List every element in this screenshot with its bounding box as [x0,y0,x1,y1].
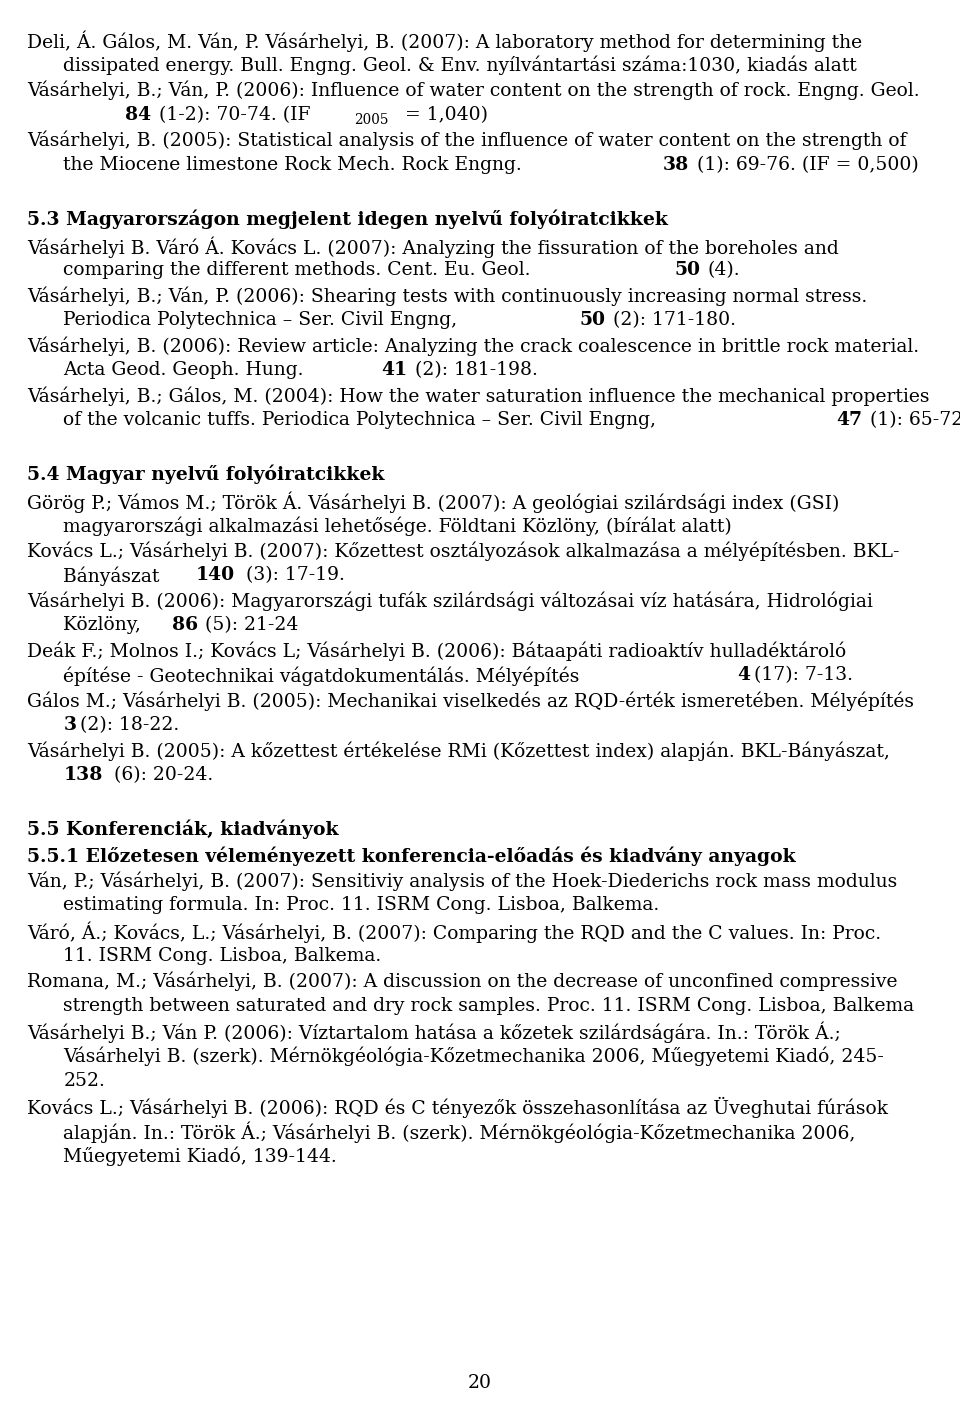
Text: strength between saturated and dry rock samples. Proc. 11. ISRM Cong. Lisboa, Ba: strength between saturated and dry rock … [63,996,915,1014]
Text: Vásárhelyi B. Váró Á. Kovács L. (2007): Analyzing the fissuration of the borehol: Vásárhelyi B. Váró Á. Kovács L. (2007): … [27,236,839,257]
Text: 20: 20 [468,1374,492,1392]
Text: (1): 69-76. (IF = 0,500): (1): 69-76. (IF = 0,500) [697,156,919,174]
Text: (17): 7-13.: (17): 7-13. [755,666,853,684]
Text: Romana, M.; Vásárhelyi, B. (2007): A discussion on the decrease of unconfined co: Romana, M.; Vásárhelyi, B. (2007): A dis… [27,971,898,991]
Text: 5.5.1 Előzetesen véleményezett konferencia-előadás és kiadvány anyagok: 5.5.1 Előzetesen véleményezett konferenc… [27,846,796,865]
Text: of the volcanic tuffs. Periodica Polytechnica – Ser. Civil Engng,: of the volcanic tuffs. Periodica Polytec… [63,412,662,429]
Text: dissipated energy. Bull. Engng. Geol. & Env. nyílvántartási száma:1030, kiadás a: dissipated energy. Bull. Engng. Geol. & … [63,56,857,76]
Text: magyarországi alkalmazási lehetősége. Földtani Közlöny, (bírálat alatt): magyarországi alkalmazási lehetősége. Fö… [63,516,732,535]
Text: Vásárhelyi, B.; Ván, P. (2006): Influence of water content on the strength of ro: Vásárhelyi, B.; Ván, P. (2006): Influenc… [27,81,920,100]
Text: Deák F.; Molnos I.; Kovács L; Vásárhelyi B. (2006): Bátaapáti radioaktív hulladé: Deák F.; Molnos I.; Kovács L; Vásárhelyi… [27,641,846,660]
Text: Görög P.; Vámos M.; Török Á. Vásárhelyi B. (2007): A geológiai szilárdsági index: Görög P.; Vámos M.; Török Á. Vásárhelyi … [27,492,839,513]
Text: 41: 41 [381,361,408,379]
Text: Vásárhelyi B. (2005): A kőzettest értékelése RMi (Kőzettest index) alapján. BKL-: Vásárhelyi B. (2005): A kőzettest értéke… [27,742,890,762]
Text: Deli, Á. Gálos, M. Ván, P. Vásárhelyi, B. (2007): A laboratory method for determ: Deli, Á. Gálos, M. Ván, P. Vásárhelyi, B… [27,31,862,52]
Text: (1): 65-72.: (1): 65-72. [870,412,960,429]
Text: 2005: 2005 [354,114,389,128]
Text: (2): 171-180.: (2): 171-180. [613,311,736,329]
Text: (2): 181-198.: (2): 181-198. [415,361,538,379]
Text: 5.3 Magyarországon megjelent idegen nyelvű folyóiratcikkek: 5.3 Magyarországon megjelent idegen nyel… [27,209,668,229]
Text: Gálos M.; Vásárhelyi B. (2005): Mechanikai viselkedés az RQD-érték ismeretében. : Gálos M.; Vásárhelyi B. (2005): Mechanik… [27,691,914,711]
Text: 47: 47 [836,412,862,429]
Text: Periodica Polytechnica – Ser. Civil Engng,: Periodica Polytechnica – Ser. Civil Engn… [63,311,464,329]
Text: 50: 50 [674,261,701,280]
Text: Vásárhelyi B. (2006): Magyarországi tufák szilárdsági változásai víz hatására, H: Vásárhelyi B. (2006): Magyarországi tufá… [27,592,873,611]
Text: 5.4 Magyar nyelvű folyóiratcikkek: 5.4 Magyar nyelvű folyóiratcikkek [27,464,384,483]
Text: Váró, Á.; Kovács, L.; Vásárhelyi, B. (2007): Comparing the RQD and the C values.: Váró, Á.; Kovács, L.; Vásárhelyi, B. (20… [27,922,881,943]
Text: 3: 3 [63,717,77,735]
Text: 138: 138 [63,766,103,784]
Text: építése - Geotechnikai vágatdokumentálás. Mélyépítés: építése - Geotechnikai vágatdokumentálás… [63,666,586,686]
Text: 84: 84 [126,105,152,124]
Text: Vásárhelyi, B. (2006): Review article: Analyzing the crack coalescence in brittl: Vásárhelyi, B. (2006): Review article: A… [27,336,919,355]
Text: alapján. In.: Török Á.; Vásárhelyi B. (szerk). Mérnökgéológia-Kőzetmechanika 200: alapján. In.: Török Á.; Vásárhelyi B. (s… [63,1121,855,1144]
Text: Acta Geod. Geoph. Hung.: Acta Geod. Geoph. Hung. [63,361,310,379]
Text: 140: 140 [196,566,234,584]
Text: 4: 4 [737,666,751,684]
Text: Közlöny,: Közlöny, [63,617,147,634]
Text: Műegyetemi Kiadó, 139-144.: Műegyetemi Kiadó, 139-144. [63,1146,337,1166]
Text: Vásárhelyi, B. (2005): Statistical analysis of the influence of water content on: Vásárhelyi, B. (2005): Statistical analy… [27,131,906,150]
Text: (3): 17-19.: (3): 17-19. [246,566,345,584]
Text: Bányászat: Bányászat [63,566,166,586]
Text: Kovács L.; Vásárhelyi B. (2006): RQD és C tényezők összehasonlítása az Üveghutai: Kovács L.; Vásárhelyi B. (2006): RQD és … [27,1096,888,1118]
Text: Vásárhelyi B. (szerk). Mérnökgéológia-Kőzetmechanika 2006, Műegyetemi Kiadó, 245: Vásárhelyi B. (szerk). Mérnökgéológia-Kő… [63,1047,884,1066]
Text: 252.: 252. [63,1072,106,1089]
Text: the Miocene limestone Rock Mech. Rock Engng.: the Miocene limestone Rock Mech. Rock En… [63,156,528,174]
Text: Ván, P.; Vásárhelyi, B. (2007): Sensitiviy analysis of the Hoek-Diederichs rock : Ván, P.; Vásárhelyi, B. (2007): Sensitiv… [27,871,898,891]
Text: Kovács L.; Vásárhelyi B. (2007): Kőzettest osztályozások alkalmazása a mélyépíté: Kovács L.; Vásárhelyi B. (2007): Kőzette… [27,541,900,561]
Text: Vásárhelyi B.; Ván P. (2006): Víztartalom hatása a kőzetek szilárdságára. In.: T: Vásárhelyi B.; Ván P. (2006): Víztartalo… [27,1021,841,1043]
Text: 86: 86 [172,617,198,634]
Text: estimating formula. In: Proc. 11. ISRM Cong. Lisboa, Balkema.: estimating formula. In: Proc. 11. ISRM C… [63,896,660,915]
Text: comparing the different methods. Cent. Eu. Geol.: comparing the different methods. Cent. E… [63,261,537,280]
Text: 50: 50 [580,311,606,329]
Text: (4).: (4). [708,261,740,280]
Text: 5.5 Konferenciák, kiadványok: 5.5 Konferenciák, kiadványok [27,819,339,839]
Text: (6): 20-24.: (6): 20-24. [114,766,213,784]
Text: Vásárhelyi, B.; Gálos, M. (2004): How the water saturation influence the mechani: Vásárhelyi, B.; Gálos, M. (2004): How th… [27,386,929,406]
Text: (1-2): 70-74. (IF: (1-2): 70-74. (IF [159,105,310,124]
Text: = 1,040): = 1,040) [399,105,488,124]
Text: 38: 38 [663,156,689,174]
Text: (2): 18-22.: (2): 18-22. [81,717,180,735]
Text: (5): 21-24: (5): 21-24 [205,617,299,634]
Text: Vásárhelyi, B.; Ván, P. (2006): Shearing tests with continuously increasing norm: Vásárhelyi, B.; Ván, P. (2006): Shearing… [27,287,867,306]
Text: 11. ISRM Cong. Lisboa, Balkema.: 11. ISRM Cong. Lisboa, Balkema. [63,947,382,964]
